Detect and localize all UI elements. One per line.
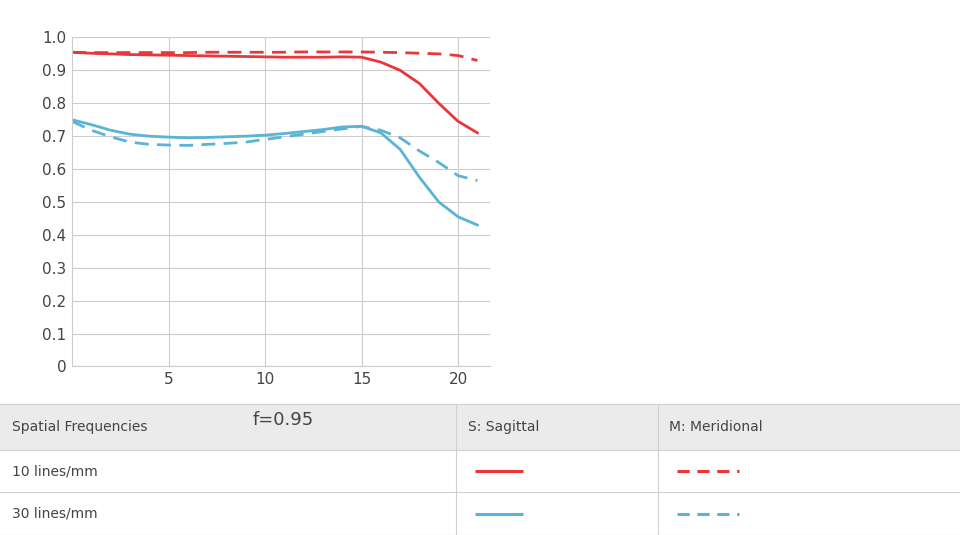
Bar: [0, 492, 960, 535]
Text: Spatial Frequencies: Spatial Frequencies: [12, 420, 147, 434]
Text: M: Meridional: M: Meridional: [669, 420, 763, 434]
Bar: [0, 450, 960, 492]
Text: S: Sagittal: S: Sagittal: [468, 420, 539, 434]
Text: f=0.95: f=0.95: [252, 411, 314, 429]
Text: 30 lines/mm: 30 lines/mm: [12, 507, 97, 521]
Text: 10 lines/mm: 10 lines/mm: [12, 464, 97, 478]
Legend: S10, M10, S30, M30: S10, M10, S30, M30: [72, 408, 461, 426]
Bar: [0, 404, 960, 450]
